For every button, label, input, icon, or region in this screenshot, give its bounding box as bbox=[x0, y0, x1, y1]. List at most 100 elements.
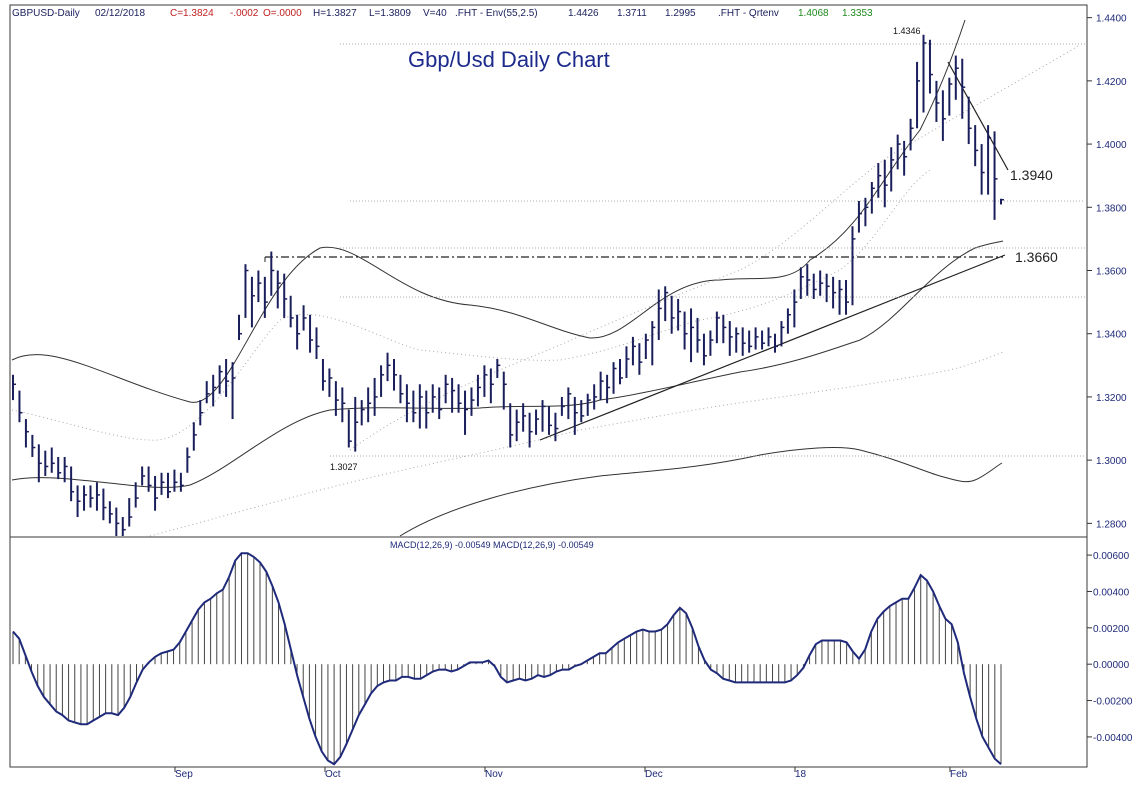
price-bar bbox=[677, 298, 682, 331]
macd-axis-label: 0.00600 bbox=[1093, 551, 1130, 562]
macd-axis-label: -0.00200 bbox=[1093, 697, 1133, 708]
price-bar bbox=[980, 144, 985, 195]
header-date: 02/12/2018 bbox=[95, 8, 145, 19]
price-bar bbox=[832, 276, 837, 309]
x-axis-label: Nov bbox=[485, 769, 503, 780]
x-axis-label: Oct bbox=[325, 769, 341, 780]
price-bar bbox=[386, 352, 391, 382]
price-bar bbox=[870, 182, 875, 214]
price-bar bbox=[567, 387, 572, 420]
price-bar bbox=[657, 289, 662, 341]
price-bar bbox=[108, 501, 113, 524]
x-axis-label: 18 bbox=[795, 769, 807, 780]
header-qrtenv-lower: 1.3353 bbox=[842, 8, 873, 19]
price-bar bbox=[1000, 198, 1004, 205]
price-bar bbox=[735, 327, 740, 353]
price-bar bbox=[373, 377, 378, 416]
price-bar bbox=[625, 346, 630, 378]
macd-panel-frame bbox=[9, 536, 1088, 768]
price-bar bbox=[845, 279, 850, 315]
header-low: L=1.3809 bbox=[369, 8, 411, 19]
price-bar bbox=[612, 362, 617, 394]
header-env-label: .FHT - Env(55,2.5) bbox=[455, 8, 538, 19]
price-bar bbox=[877, 163, 882, 198]
price-bar bbox=[218, 365, 223, 394]
price-bar bbox=[147, 466, 152, 492]
price-bar bbox=[586, 393, 591, 416]
price-bar bbox=[748, 330, 753, 353]
price-bar bbox=[399, 374, 404, 404]
price-bar bbox=[418, 384, 423, 429]
price-bar bbox=[444, 374, 449, 404]
price-bar bbox=[670, 295, 675, 334]
price-bar bbox=[250, 276, 255, 328]
price-bar bbox=[664, 286, 669, 322]
price-bar bbox=[819, 270, 824, 296]
price-bar bbox=[528, 412, 533, 448]
header-env-mid: 1.3711 bbox=[617, 8, 647, 19]
price-bar bbox=[225, 359, 230, 397]
macd-header: MACD(12,26,9) -0.00549 MACD(12,26,9) -0.… bbox=[390, 540, 594, 550]
price-bar bbox=[425, 390, 430, 429]
price-bar bbox=[102, 488, 107, 521]
price-bar bbox=[928, 39, 933, 94]
header-volume: V=40 bbox=[423, 8, 447, 19]
price-axis-label: 1.3200 bbox=[1096, 393, 1127, 404]
header-env-upper: 1.4426 bbox=[568, 8, 599, 19]
annotation-support: 1.3660 bbox=[1015, 249, 1058, 265]
price-bar bbox=[883, 159, 888, 208]
header-info: GBPUSD-Daily 02/12/2018 C=1.3824 -.0002 … bbox=[12, 8, 873, 19]
price-bar bbox=[121, 517, 126, 536]
header-high: H=1.3827 bbox=[313, 8, 357, 19]
price-bar bbox=[154, 475, 159, 511]
falling-trendline bbox=[947, 61, 1009, 171]
price-bar bbox=[205, 381, 210, 404]
price-bar bbox=[476, 374, 481, 407]
price-axis: 1.4400 1.4200 1.4000 1.3800 1.3600 1.3400 1.32… bbox=[1087, 14, 1127, 530]
price-bar bbox=[141, 466, 146, 486]
price-bar bbox=[948, 77, 953, 116]
price-bar bbox=[825, 273, 830, 303]
price-bar bbox=[24, 419, 29, 448]
price-bar bbox=[580, 400, 585, 423]
price-bar bbox=[722, 314, 727, 344]
price-bar bbox=[522, 403, 527, 432]
price-bar bbox=[31, 434, 36, 457]
price-bar bbox=[987, 125, 992, 195]
header-open: O=.0000 bbox=[263, 8, 302, 19]
price-bar bbox=[283, 273, 288, 318]
price-bar bbox=[347, 409, 352, 448]
price-bar bbox=[916, 61, 921, 129]
macd-axis-label: -0.00400 bbox=[1093, 733, 1133, 744]
annotation-resistance: 1.3940 bbox=[1010, 167, 1053, 183]
price-bar bbox=[651, 321, 656, 366]
price-bar bbox=[754, 327, 759, 350]
price-bar bbox=[702, 333, 707, 366]
price-bar bbox=[896, 134, 901, 170]
price-axis-label: 1.4200 bbox=[1096, 77, 1127, 88]
price-bar bbox=[502, 371, 507, 410]
price-bar bbox=[244, 264, 249, 318]
price-bar bbox=[334, 381, 339, 416]
price-bar bbox=[289, 295, 294, 328]
price-bar bbox=[302, 305, 307, 331]
price-bar bbox=[380, 365, 385, 397]
price-bar bbox=[864, 197, 869, 227]
header-change: -.0002 bbox=[230, 8, 259, 19]
price-bar bbox=[728, 321, 733, 356]
price-bar bbox=[638, 343, 643, 375]
price-bar bbox=[793, 289, 798, 328]
price-bar bbox=[115, 507, 120, 536]
price-bar bbox=[438, 387, 443, 420]
price-bar bbox=[315, 327, 320, 359]
price-bar bbox=[341, 387, 346, 423]
price-bar bbox=[547, 406, 552, 435]
price-bar bbox=[70, 466, 75, 502]
price-bar bbox=[644, 333, 649, 359]
price-bar bbox=[451, 377, 456, 413]
price-bar bbox=[690, 308, 695, 363]
price-bar bbox=[806, 264, 811, 296]
price-bar bbox=[63, 456, 68, 483]
